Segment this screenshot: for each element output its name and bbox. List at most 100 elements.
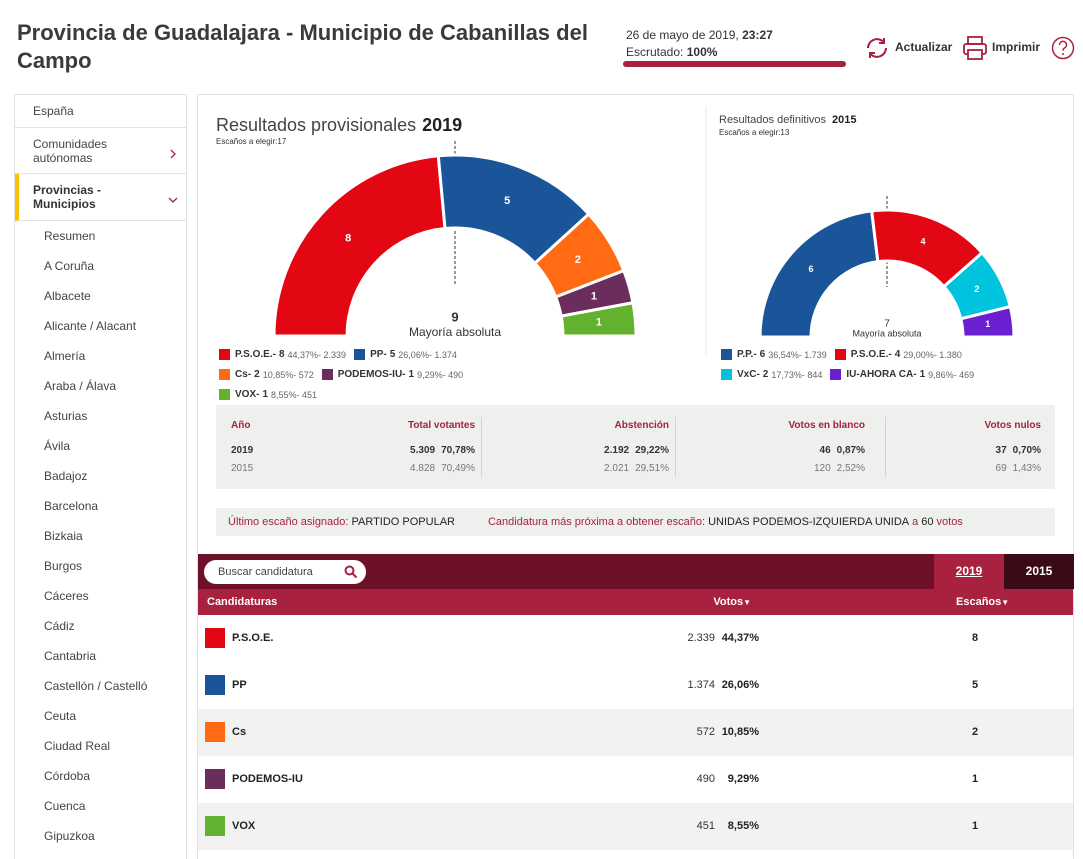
nav-subitem[interactable]: Castellón / Castelló [44, 679, 148, 693]
legend-item: VOX- 1 8,55%- 451 [219, 389, 317, 400]
progress-bar [623, 61, 846, 67]
year-tab[interactable]: 2015 [1004, 554, 1074, 589]
legend-swatch [219, 369, 230, 380]
legend-name: PP- [370, 349, 387, 360]
party-swatch [205, 628, 225, 648]
nav-subitem[interactable]: Cádiz [44, 619, 75, 633]
chevron [170, 149, 176, 158]
count: 5.309 [410, 445, 436, 456]
nav-subitem[interactable]: Asturias [44, 409, 88, 423]
percent: 70,78% [441, 445, 475, 456]
party-name: Cs [232, 726, 247, 738]
percent: 1,43% [1012, 463, 1041, 474]
vote-percent: 10,85% [721, 726, 759, 738]
nav-subitem[interactable]: Ávila [44, 439, 71, 453]
nav-subitem[interactable]: Cuenca [44, 799, 86, 813]
scrutiny-value: 100% [686, 45, 718, 59]
seat-info-margin: 60 [921, 516, 934, 528]
col-header: Año [231, 420, 251, 431]
nav-subitem[interactable]: Barcelona [44, 499, 99, 513]
votes: 451 [696, 820, 715, 832]
seat-arc [758, 209, 880, 339]
count: 4.828 [410, 463, 436, 474]
nav-subitem[interactable]: Resumen [44, 229, 96, 243]
seat-label: 6 [809, 264, 814, 274]
seat-label: 2 [974, 284, 979, 294]
sort-arrow: ▼ [1001, 598, 1010, 607]
chart-title: Resultados provisionales 2019 [216, 115, 462, 136]
scrutiny: Escrutado: 100% [626, 45, 717, 59]
nav-item[interactable]: España [15, 95, 186, 128]
seats-info: Escaños a elegir:13 [719, 128, 789, 137]
legend-name: P.S.O.E.- [850, 349, 892, 360]
refresh-button[interactable]: Actualizar [895, 40, 953, 54]
legend-detail: 9,29%- 490 [417, 369, 464, 380]
majority-label: Mayoría absoluta [409, 325, 501, 339]
legend-seats: 1 [262, 389, 269, 400]
seats: 1 [971, 820, 979, 832]
col-sep [675, 417, 676, 477]
year-tab[interactable]: 2019 [934, 554, 1004, 589]
legend-detail: 36,54%- 1.739 [768, 349, 827, 360]
nav-subitem[interactable]: Cáceres [44, 589, 89, 603]
header-cell[interactable]: Escaños▼ [956, 596, 1010, 608]
nav-subitem[interactable]: Ceuta [44, 709, 77, 723]
legend: P.P.- 6 36,54%- 1.739 P.S.O.E.- 4 29,00%- 1.3… [721, 349, 1021, 380]
col-header: Abstención [614, 420, 669, 431]
print-icon[interactable] [962, 35, 988, 61]
nav-subitem[interactable]: Bizkaia [44, 529, 83, 543]
nav-subitem[interactable]: Córdoba [44, 769, 91, 783]
chart-title: Resultados definitivos 2015 [719, 114, 857, 126]
help-icon[interactable] [1051, 36, 1075, 60]
legend-item: P.S.O.E.- 4 29,00%- 1.380 [834, 349, 962, 360]
seats-total: 13 [780, 128, 790, 137]
seats-label: Escaños a elegir: [719, 128, 781, 137]
search-icon [344, 565, 358, 579]
seat-label: 1 [985, 319, 990, 329]
nav-subitem[interactable]: A Coruña [44, 259, 95, 273]
main-panel: 8 5 2 1 1 9 Mayoría absoluta 6 4 2 1 7 Mayoría absol… [197, 94, 1074, 859]
search-box[interactable]: Buscar candidatura [204, 560, 366, 584]
nav-subitem[interactable]: Gipuzkoa [44, 829, 95, 843]
seat-info-last-party: PARTIDO POPULAR [351, 516, 455, 528]
nav-subitem[interactable]: Cantabria [44, 649, 97, 663]
percent: 2,52% [836, 463, 865, 474]
nav-subitem[interactable]: Almería [44, 349, 86, 363]
table-row: P.S.O.E. 2.339 44,37% 8 [198, 615, 1073, 662]
nav-label: España [33, 104, 74, 118]
print-button[interactable]: Imprimir [992, 40, 1041, 54]
nav-subitem[interactable]: Ciudad Real [44, 739, 111, 753]
nav-subitem[interactable]: Badajoz [44, 469, 88, 483]
nav-item[interactable]: Provincias - Municipios [15, 174, 186, 221]
table-row: Cs 572 10,85% 2 [198, 709, 1073, 756]
nav-subitem[interactable]: Alicante / Alacant [44, 319, 137, 333]
party-swatch [205, 769, 225, 789]
seats: 2 [971, 726, 979, 738]
col-header: Votos en blanco [788, 420, 866, 431]
header-cell[interactable]: Votos▼ [713, 596, 751, 608]
legend-seats: 6 [759, 349, 766, 360]
legend-item: Cs- 2 10,85%- 572 [219, 369, 314, 380]
nav-item[interactable]: Comunidades autónomas [15, 128, 186, 174]
party-swatch [205, 675, 225, 695]
date: 26 de mayo de 2019, [626, 28, 739, 42]
legend-item: IU-AHORA CA- 1 9,86%- 469 [830, 369, 974, 380]
seat-label: 4 [920, 236, 925, 246]
nav-subitem[interactable]: Albacete [44, 289, 91, 303]
percent: 29,51% [635, 463, 669, 474]
seat-arc [559, 300, 638, 338]
value-cell: 37 0,70% [996, 445, 1041, 456]
refresh-icon[interactable] [864, 35, 890, 61]
count: 2.021 [604, 463, 630, 474]
nav-label: Provincias - Municipios [33, 183, 102, 211]
chart-year: 2019 [422, 115, 463, 135]
legend-name: IU-AHORA CA- [846, 369, 917, 380]
nav-subitem[interactable]: Araba / Álava [44, 379, 117, 393]
chevron [168, 192, 178, 210]
table-toolbar: Buscar candidatura 2019 2015 [198, 554, 1074, 589]
vote-percent: 26,06% [721, 679, 759, 691]
nav-subitem[interactable]: Burgos [44, 559, 83, 573]
legend-seats: 4 [894, 349, 901, 360]
seat-info-last-label: Último escaño asignado: [228, 516, 349, 528]
